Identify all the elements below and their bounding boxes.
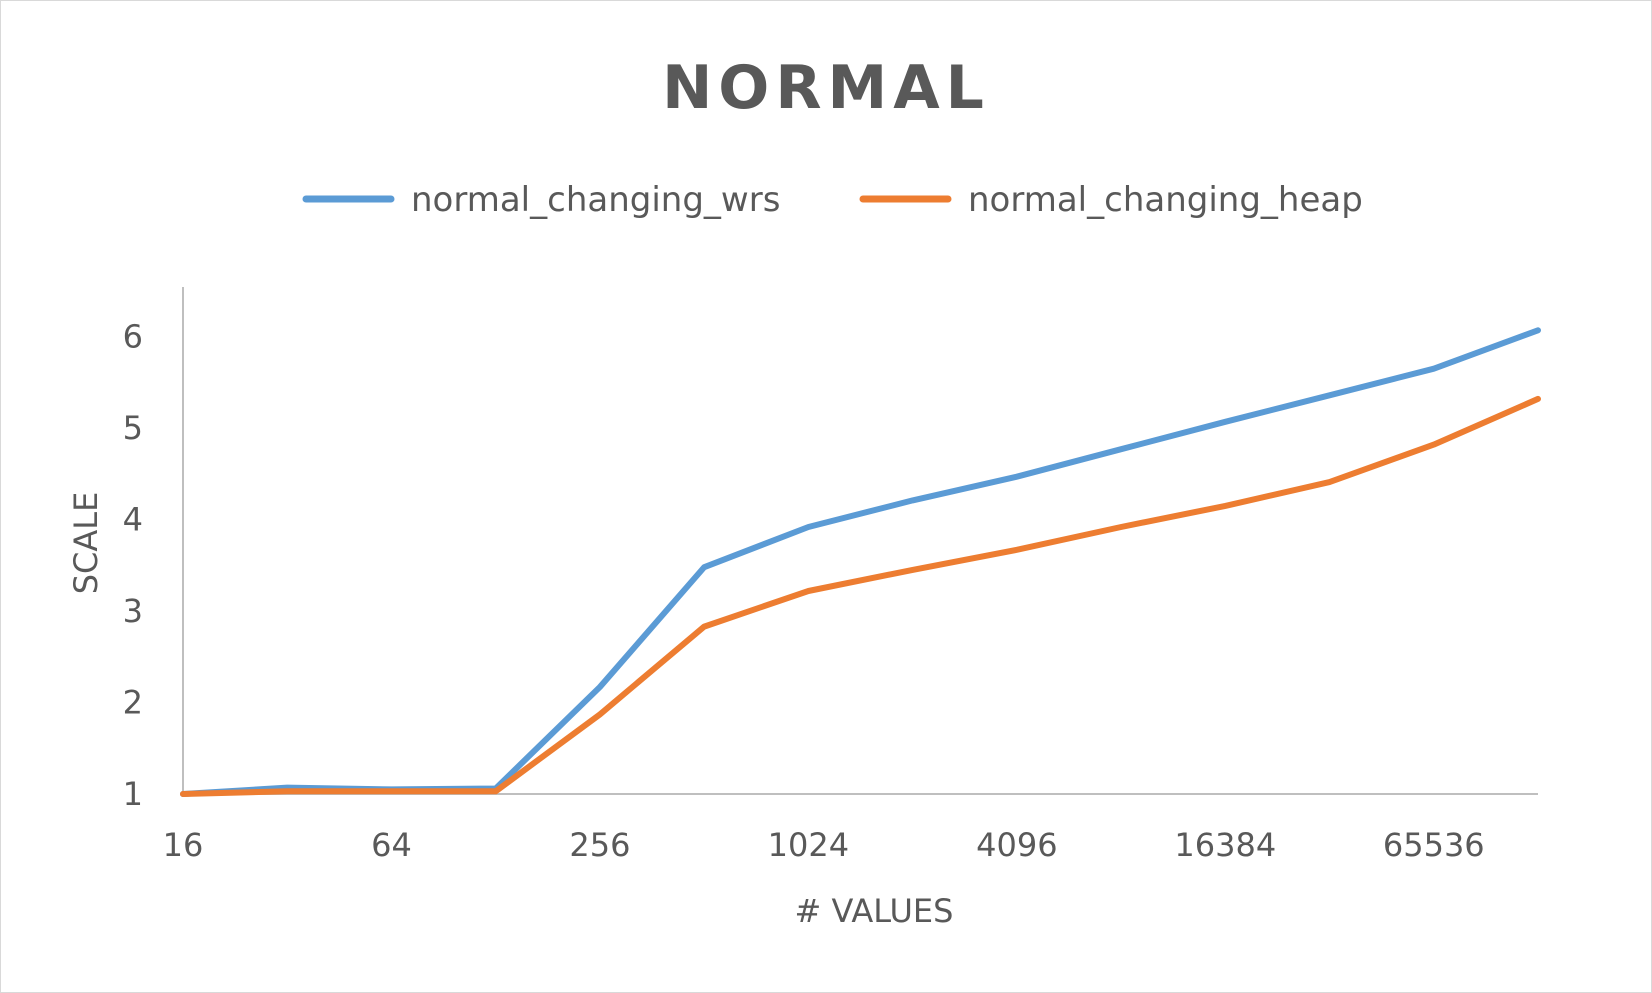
chart-title: NORMAL	[662, 53, 990, 123]
axes-layer	[182, 287, 1538, 795]
x-tick-label: 64	[371, 826, 412, 864]
y-tick-label: 6	[123, 318, 143, 356]
y-tick-label: 5	[123, 409, 143, 447]
series-line-1	[180, 395, 1541, 797]
legend-item-heap[interactable]: normal_changing_heap	[859, 180, 1363, 220]
y-tick-label: 4	[123, 501, 143, 539]
legend-item-wrs[interactable]: normal_changing_wrs	[302, 180, 780, 220]
x-tick-label: 16384	[1174, 826, 1276, 864]
x-tick-label: 256	[569, 826, 630, 864]
x-axis-title: # VALUES	[795, 892, 954, 930]
y-tick-label: 1	[123, 775, 143, 813]
y-tick-label: 2	[123, 684, 143, 722]
x-tick-label: 65536	[1383, 826, 1485, 864]
legend: normal_changing_wrs normal_changing_heap	[302, 180, 1363, 220]
legend-label-heap: normal_changing_heap	[968, 180, 1363, 220]
series-layer	[180, 327, 1541, 797]
x-tick-label: 4096	[976, 826, 1057, 864]
x-tick-label: 16	[163, 826, 204, 864]
x-tick-label: 1024	[768, 826, 849, 864]
series-line-0	[180, 327, 1541, 797]
legend-label-wrs: normal_changing_wrs	[411, 180, 780, 220]
y-axis-title: SCALE	[67, 492, 105, 595]
y-tick-label: 3	[123, 592, 143, 630]
ticks-layer: 1 2 3 4 5 6 16 64 256 1024 4096 16384 65536	[123, 318, 1485, 864]
